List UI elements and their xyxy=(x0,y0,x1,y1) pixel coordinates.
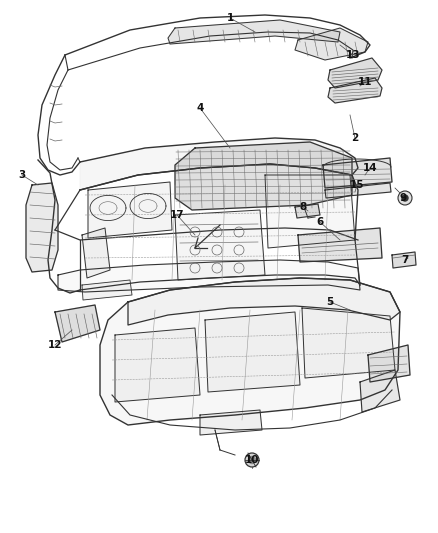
Polygon shape xyxy=(175,142,352,210)
Polygon shape xyxy=(88,182,172,238)
Circle shape xyxy=(245,453,259,467)
Text: 12: 12 xyxy=(48,340,62,350)
Polygon shape xyxy=(55,305,100,342)
Text: 17: 17 xyxy=(170,210,184,220)
Polygon shape xyxy=(80,138,358,190)
Text: 3: 3 xyxy=(18,170,26,180)
Polygon shape xyxy=(100,278,400,425)
Text: 14: 14 xyxy=(363,163,377,173)
Text: 1: 1 xyxy=(226,13,233,23)
Text: 15: 15 xyxy=(350,180,364,190)
Polygon shape xyxy=(328,58,382,88)
Text: 10: 10 xyxy=(245,455,259,465)
Text: 2: 2 xyxy=(351,133,359,143)
Polygon shape xyxy=(360,370,400,412)
Polygon shape xyxy=(265,175,355,248)
Polygon shape xyxy=(175,210,265,280)
Polygon shape xyxy=(328,78,382,103)
Polygon shape xyxy=(168,20,340,44)
Text: 7: 7 xyxy=(401,255,409,265)
Polygon shape xyxy=(26,183,58,272)
Polygon shape xyxy=(58,260,360,292)
Polygon shape xyxy=(295,204,320,218)
Polygon shape xyxy=(82,280,132,300)
Polygon shape xyxy=(115,328,200,402)
Text: 5: 5 xyxy=(326,297,334,307)
Polygon shape xyxy=(200,410,262,435)
Circle shape xyxy=(402,195,408,201)
Polygon shape xyxy=(298,228,382,262)
Text: 9: 9 xyxy=(399,193,406,203)
Text: 8: 8 xyxy=(300,202,307,212)
Text: 4: 4 xyxy=(196,103,204,113)
Polygon shape xyxy=(325,183,391,198)
Circle shape xyxy=(398,191,412,205)
Polygon shape xyxy=(392,252,416,268)
Circle shape xyxy=(248,456,255,464)
Polygon shape xyxy=(128,278,400,325)
Polygon shape xyxy=(295,28,368,60)
Text: 13: 13 xyxy=(346,50,360,60)
Polygon shape xyxy=(302,308,395,378)
Polygon shape xyxy=(323,158,392,188)
Text: 6: 6 xyxy=(316,217,324,227)
Polygon shape xyxy=(368,345,410,382)
Polygon shape xyxy=(82,228,110,278)
Text: 11: 11 xyxy=(358,77,372,87)
Polygon shape xyxy=(205,312,300,392)
